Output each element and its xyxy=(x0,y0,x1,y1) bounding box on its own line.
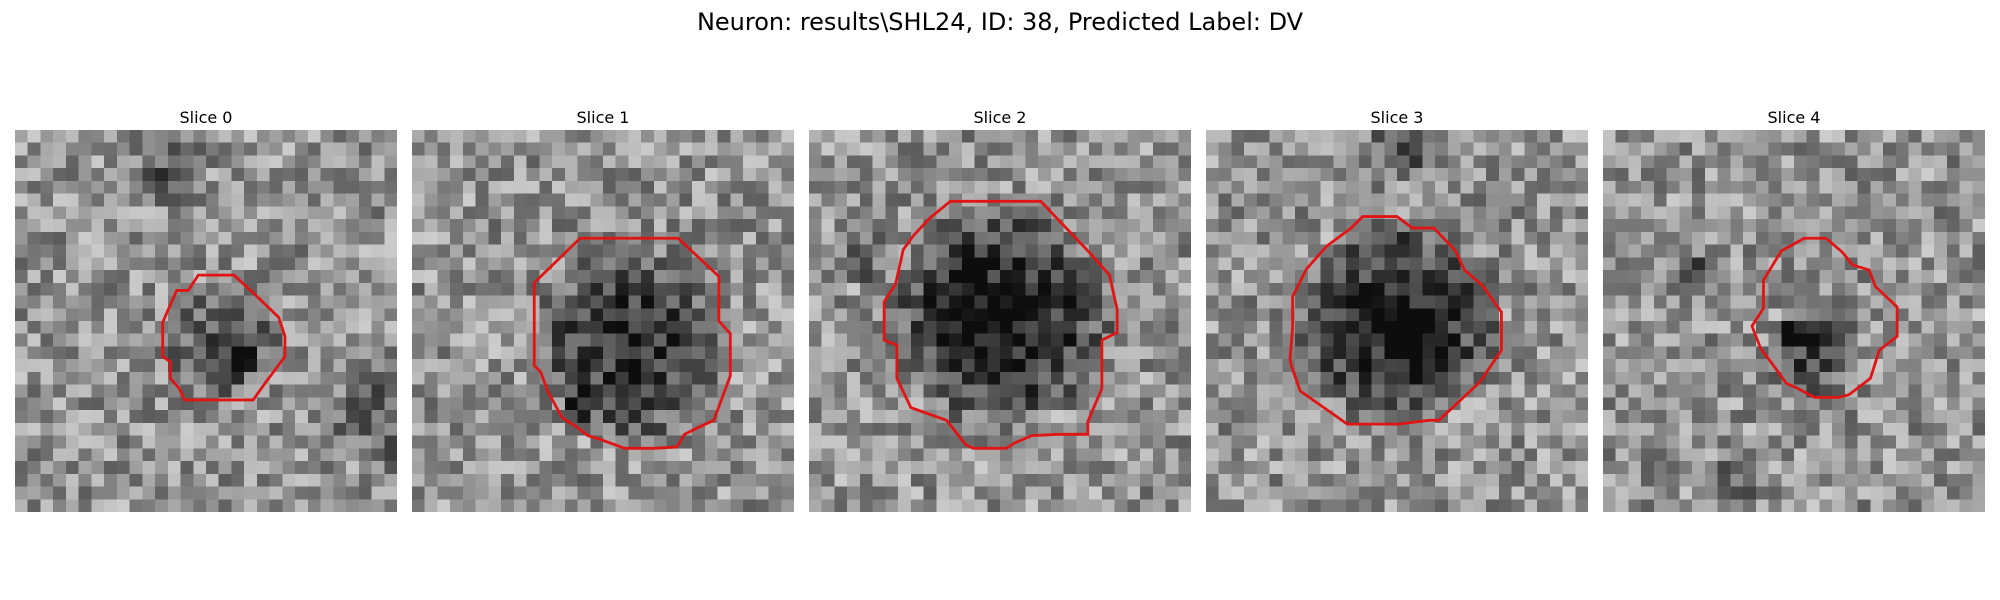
neuron-contour-1 xyxy=(532,236,732,450)
slice-title-2: Slice 2 xyxy=(973,108,1027,127)
slice-panel-0: Slice 0 xyxy=(15,106,397,512)
slice-panel-3: Slice 3 xyxy=(1206,106,1588,512)
slice-panel-4: Slice 4 xyxy=(1603,106,1985,512)
slice-pixels-4 xyxy=(1603,130,1985,512)
slice-panel-2: Slice 2 xyxy=(809,106,1191,512)
slice-title-4: Slice 4 xyxy=(1767,108,1821,127)
neuron-contour-0 xyxy=(161,273,287,402)
slice-pixels-1 xyxy=(412,130,794,512)
slice-image-3 xyxy=(1206,130,1588,512)
slice-panel-1: Slice 1 xyxy=(412,106,794,512)
slice-image-0 xyxy=(15,130,397,512)
slice-title-1: Slice 1 xyxy=(576,108,630,127)
slice-title-3: Slice 3 xyxy=(1370,108,1424,127)
figure-title: Neuron: results\SHL24, ID: 38, Predicted… xyxy=(696,8,1304,36)
neuron-contour-4 xyxy=(1750,236,1899,399)
slice-image-2 xyxy=(809,130,1191,512)
slice-title-0: Slice 0 xyxy=(179,108,233,127)
slice-pixels-3 xyxy=(1206,130,1588,512)
slice-pixels-0 xyxy=(15,130,397,512)
slice-image-1 xyxy=(412,130,794,512)
slice-pixels-2 xyxy=(809,130,1191,512)
neuron-contour-2 xyxy=(882,199,1119,450)
neuron-contour-3 xyxy=(1288,215,1503,426)
slice-image-4 xyxy=(1603,130,1985,512)
